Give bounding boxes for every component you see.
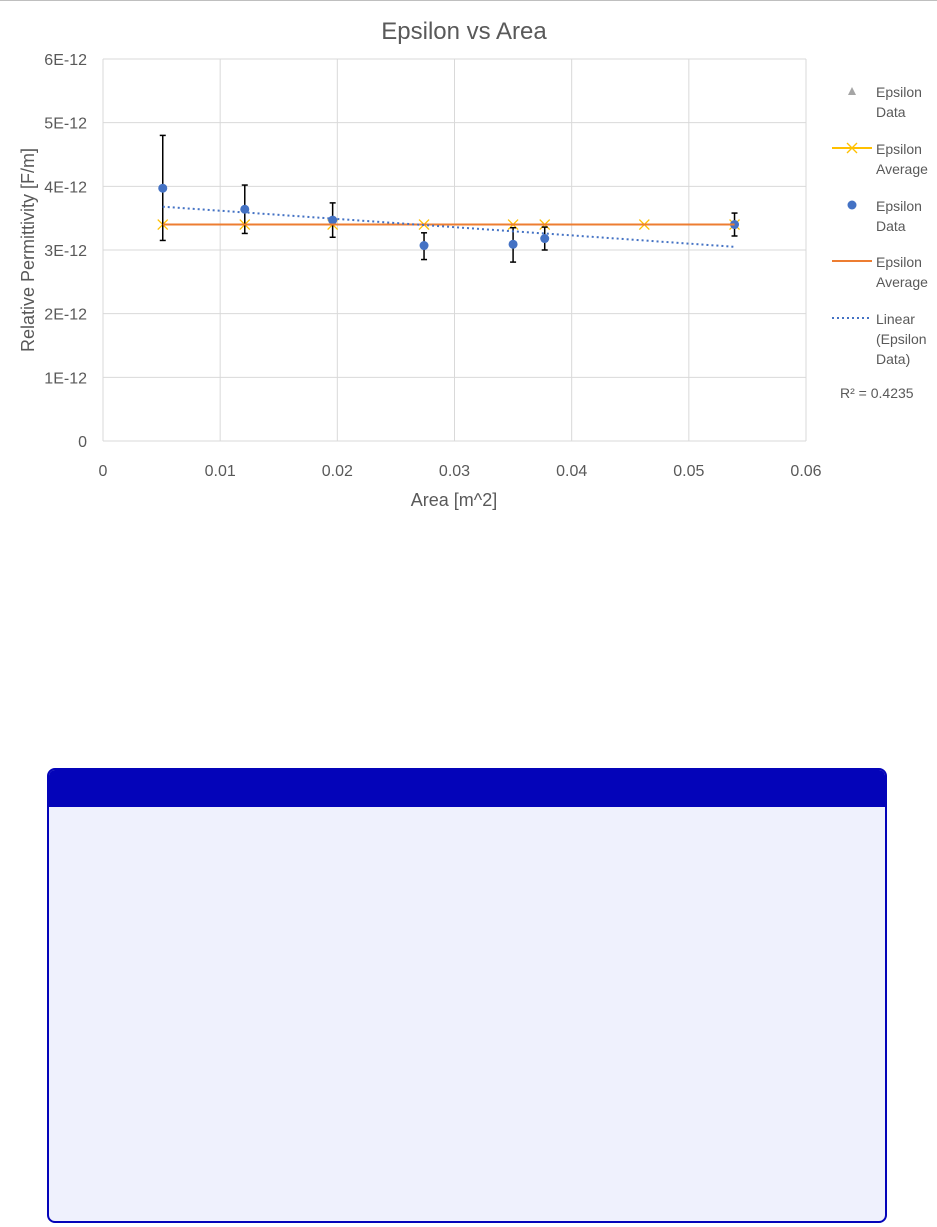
- panel-body: [49, 807, 885, 1221]
- data-point: [240, 204, 250, 214]
- x-tick-label: 0.02: [322, 463, 353, 480]
- grid: [102, 58, 807, 442]
- y-tick-label: 3E-12: [44, 243, 87, 260]
- y-tick-label: 0: [78, 434, 87, 451]
- legend-entry: Epsilon Average: [832, 141, 928, 177]
- legend-label: Data: [876, 104, 906, 120]
- x-tick-label: 0.06: [790, 463, 821, 480]
- legend-label: Epsilon: [876, 254, 922, 270]
- legend-label: Linear: [876, 311, 915, 327]
- legend-entry: Epsilon Average: [832, 254, 928, 290]
- x-tick-label: 0.01: [205, 463, 236, 480]
- y-tick-label: 1E-12: [44, 370, 87, 387]
- y-tick-label: 4E-12: [44, 179, 87, 196]
- data-point: [158, 183, 168, 193]
- legend-label: Epsilon: [876, 84, 922, 100]
- legend-x-marker-icon: [846, 142, 858, 154]
- x-axis-title: Area [m^2]: [411, 490, 497, 510]
- y-tick-label: 5E-12: [44, 116, 87, 133]
- top-rule: [0, 0, 937, 1]
- trendline: [162, 205, 735, 248]
- legend-label: (Epsilon: [876, 331, 927, 347]
- x-tick-label: 0.05: [673, 463, 704, 480]
- x-tick-label: 0.03: [439, 463, 470, 480]
- legend-label: Epsilon: [876, 141, 922, 157]
- legend-label: Epsilon: [876, 198, 922, 214]
- y-axis-title: Relative Permittivity [F/m]: [18, 148, 38, 352]
- x-marker-stroke: [846, 142, 858, 154]
- legend-entry: Linear (Epsilon Data): [832, 311, 927, 367]
- legend-triangle-icon: [848, 87, 856, 95]
- info-panel: [47, 768, 887, 1223]
- legend-label: Average: [876, 274, 928, 290]
- legend-entry: Epsilon Data: [847, 198, 922, 234]
- legend-label: Data: [876, 218, 906, 234]
- y-tick-label: 2E-12: [44, 307, 87, 324]
- x-tick-label: 0.04: [556, 463, 587, 480]
- y-tick-label: 6E-12: [44, 52, 87, 69]
- legend: EpsilonDataEpsilonAverageEpsilonDataEpsi…: [832, 84, 928, 367]
- tick-labels: 0 0.01 0.02 0.03 0.04 0.05 0.06 0 1E-12 2E-12 3E-1…: [44, 52, 821, 480]
- legend-entry: Epsilon Data: [848, 84, 922, 120]
- data-point: [328, 215, 338, 225]
- legend-label: Average: [876, 161, 928, 177]
- panel-header: [49, 770, 885, 807]
- chart-title: Epsilon vs Area: [381, 18, 547, 45]
- chart-container: Epsilon vs Area 0 0.01 0.02 0.03 0.04 0.05 0.0…: [0, 0, 937, 520]
- data-point: [419, 241, 429, 251]
- data-point: [540, 234, 550, 244]
- legend-circle-icon: [847, 200, 857, 210]
- r-squared-annotation: R² = 0.4235: [840, 385, 914, 401]
- legend-label: Data): [876, 351, 910, 367]
- plot-area: [157, 134, 740, 263]
- x-tick-label: 0: [99, 463, 108, 480]
- data-point: [508, 239, 518, 249]
- chart-svg: Epsilon vs Area 0 0.01 0.02 0.03 0.04 0.05 0.0…: [18, 18, 928, 510]
